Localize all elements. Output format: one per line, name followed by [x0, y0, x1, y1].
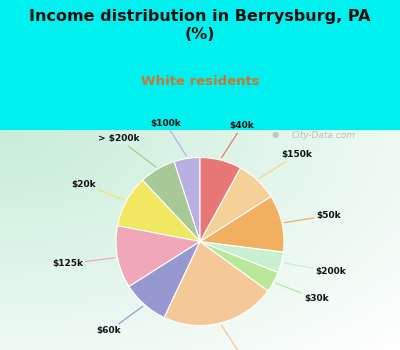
Text: Income distribution in Berrysburg, PA
(%): Income distribution in Berrysburg, PA (%…	[29, 9, 371, 42]
Wedge shape	[200, 158, 240, 241]
Wedge shape	[174, 158, 200, 241]
Text: $40k: $40k	[222, 121, 254, 158]
Text: $50k: $50k	[284, 211, 341, 223]
Text: $125k: $125k	[52, 258, 115, 268]
Wedge shape	[200, 241, 283, 272]
Wedge shape	[116, 226, 200, 287]
Text: $20k: $20k	[71, 180, 124, 200]
Wedge shape	[118, 180, 200, 241]
Text: White residents: White residents	[141, 75, 259, 88]
Text: > $200k: > $200k	[98, 134, 156, 167]
Text: $75k: $75k	[222, 325, 254, 350]
Text: $60k: $60k	[96, 306, 143, 335]
Wedge shape	[200, 241, 278, 291]
Text: City-Data.com: City-Data.com	[292, 131, 356, 140]
Text: $200k: $200k	[284, 263, 346, 276]
Text: $100k: $100k	[150, 119, 186, 156]
Text: ●: ●	[272, 130, 279, 139]
Wedge shape	[200, 168, 271, 242]
Wedge shape	[164, 241, 268, 326]
Wedge shape	[142, 162, 200, 242]
Text: $30k: $30k	[276, 283, 329, 303]
Wedge shape	[129, 241, 200, 317]
Wedge shape	[200, 196, 284, 252]
Text: $150k: $150k	[259, 150, 312, 178]
